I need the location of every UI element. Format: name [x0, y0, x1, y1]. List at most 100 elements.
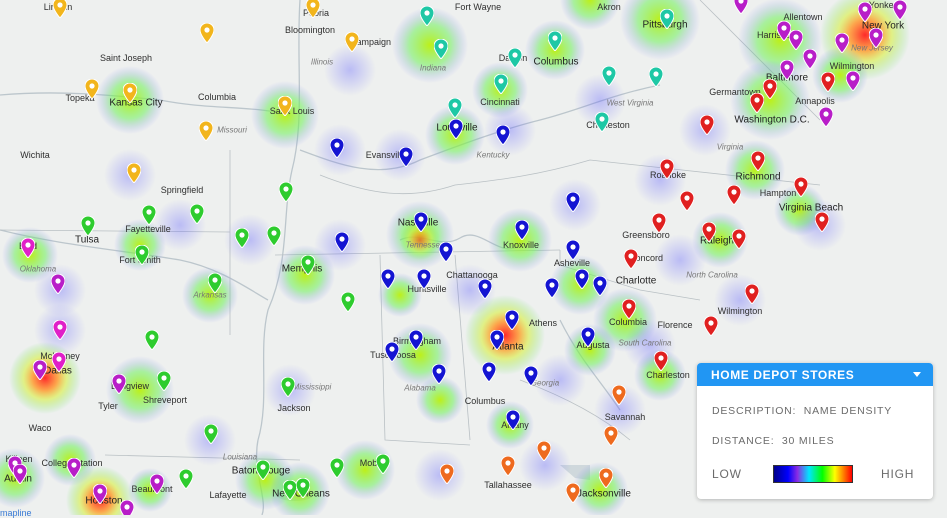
map-pin-icon[interactable] [381, 269, 395, 289]
map-pin-icon[interactable] [750, 93, 764, 113]
map-pin-icon[interactable] [893, 0, 907, 20]
map-pin-icon[interactable] [496, 125, 510, 145]
map-pin-icon[interactable] [482, 362, 496, 382]
map-pin-icon[interactable] [575, 269, 589, 289]
map-pin-icon[interactable] [33, 360, 47, 380]
map-pin-icon[interactable] [501, 456, 515, 476]
map-pin-icon[interactable] [179, 469, 193, 489]
map-pin-icon[interactable] [208, 273, 222, 293]
map-pin-icon[interactable] [858, 2, 872, 22]
map-pin-icon[interactable] [835, 33, 849, 53]
map-pin-icon[interactable] [127, 163, 141, 183]
map-pin-icon[interactable] [751, 151, 765, 171]
map-pin-icon[interactable] [566, 192, 580, 212]
map-pin-icon[interactable] [448, 98, 462, 118]
map-pin-icon[interactable] [93, 484, 107, 504]
map-pin-icon[interactable] [602, 66, 616, 86]
map-pin-icon[interactable] [777, 21, 791, 41]
map-pin-icon[interactable] [345, 32, 359, 52]
map-pin-icon[interactable] [506, 410, 520, 430]
map-pin-icon[interactable] [593, 276, 607, 296]
map-pin-icon[interactable] [53, 320, 67, 340]
map-pin-icon[interactable] [21, 238, 35, 258]
map-pin-icon[interactable] [67, 458, 81, 478]
map-pin-icon[interactable] [537, 441, 551, 461]
map-pin-icon[interactable] [440, 464, 454, 484]
map-pin-icon[interactable] [821, 72, 835, 92]
map-pin-icon[interactable] [745, 284, 759, 304]
map-pin-icon[interactable] [409, 330, 423, 350]
map-pin-icon[interactable] [385, 342, 399, 362]
map-pin-icon[interactable] [599, 468, 613, 488]
map-pin-icon[interactable] [789, 30, 803, 50]
map-pin-icon[interactable] [199, 121, 213, 141]
map-pin-icon[interactable] [702, 222, 716, 242]
map-pin-icon[interactable] [652, 213, 666, 233]
map-pin-icon[interactable] [112, 374, 126, 394]
map-pin-icon[interactable] [846, 71, 860, 91]
map-pin-icon[interactable] [145, 330, 159, 350]
map-pin-icon[interactable] [604, 426, 618, 446]
map-pin-icon[interactable] [819, 107, 833, 127]
map-pin-icon[interactable] [432, 364, 446, 384]
legend-header[interactable]: HOME DEPOT STORES [697, 363, 933, 386]
map-pin-icon[interactable] [763, 79, 777, 99]
map-pin-icon[interactable] [190, 204, 204, 224]
map-pin-icon[interactable] [794, 177, 808, 197]
map-pin-icon[interactable] [727, 185, 741, 205]
map-pin-icon[interactable] [135, 245, 149, 265]
map-pin-icon[interactable] [157, 371, 171, 391]
map-pin-icon[interactable] [494, 74, 508, 94]
map-pin-icon[interactable] [335, 232, 349, 252]
map-pin-icon[interactable] [204, 424, 218, 444]
map-pin-icon[interactable] [654, 351, 668, 371]
map-pin-icon[interactable] [13, 464, 27, 484]
map-pin-icon[interactable] [700, 115, 714, 135]
map-pin-icon[interactable] [283, 480, 297, 500]
map-pin-icon[interactable] [524, 366, 538, 386]
map-pin-icon[interactable] [612, 385, 626, 405]
map-pin-icon[interactable] [279, 182, 293, 202]
map-pin-icon[interactable] [278, 96, 292, 116]
map-pin-icon[interactable] [281, 377, 295, 397]
map-pin-icon[interactable] [52, 352, 66, 372]
map-pin-icon[interactable] [566, 240, 580, 260]
map-pin-icon[interactable] [51, 274, 65, 294]
map-pin-icon[interactable] [53, 0, 67, 18]
map-pin-icon[interactable] [85, 79, 99, 99]
map-pin-icon[interactable] [420, 6, 434, 26]
map-pin-icon[interactable] [680, 191, 694, 211]
map-pin-icon[interactable] [200, 23, 214, 43]
map-pin-icon[interactable] [660, 159, 674, 179]
map-pin-icon[interactable] [434, 39, 448, 59]
map-pin-icon[interactable] [704, 316, 718, 336]
map-pin-icon[interactable] [566, 483, 580, 503]
map-pin-icon[interactable] [869, 28, 883, 48]
map-pin-icon[interactable] [660, 9, 674, 29]
map-pin-icon[interactable] [330, 458, 344, 478]
map-pin-icon[interactable] [414, 212, 428, 232]
map-pin-icon[interactable] [301, 255, 315, 275]
map-pin-icon[interactable] [306, 0, 320, 18]
map-pin-icon[interactable] [376, 454, 390, 474]
map-pin-icon[interactable] [649, 67, 663, 87]
map-pin-icon[interactable] [256, 460, 270, 480]
map-pin-icon[interactable] [417, 269, 431, 289]
map-pin-icon[interactable] [622, 299, 636, 319]
map-pin-icon[interactable] [150, 474, 164, 494]
map-pin-icon[interactable] [595, 112, 609, 132]
map-pin-icon[interactable] [330, 138, 344, 158]
map-pin-icon[interactable] [341, 292, 355, 312]
map-pin-icon[interactable] [120, 500, 134, 515]
map-pin-icon[interactable] [780, 60, 794, 80]
map-pin-icon[interactable] [123, 83, 137, 103]
map-pin-icon[interactable] [81, 216, 95, 236]
map-pin-icon[interactable] [815, 212, 829, 232]
map-pin-icon[interactable] [734, 0, 748, 14]
map-pin-icon[interactable] [803, 49, 817, 69]
map-pin-icon[interactable] [548, 31, 562, 51]
map-pin-icon[interactable] [624, 249, 638, 269]
map-pin-icon[interactable] [399, 147, 413, 167]
map-pin-icon[interactable] [515, 220, 529, 240]
map-pin-icon[interactable] [732, 229, 746, 249]
